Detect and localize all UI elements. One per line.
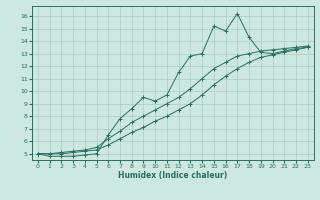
X-axis label: Humidex (Indice chaleur): Humidex (Indice chaleur): [118, 171, 228, 180]
